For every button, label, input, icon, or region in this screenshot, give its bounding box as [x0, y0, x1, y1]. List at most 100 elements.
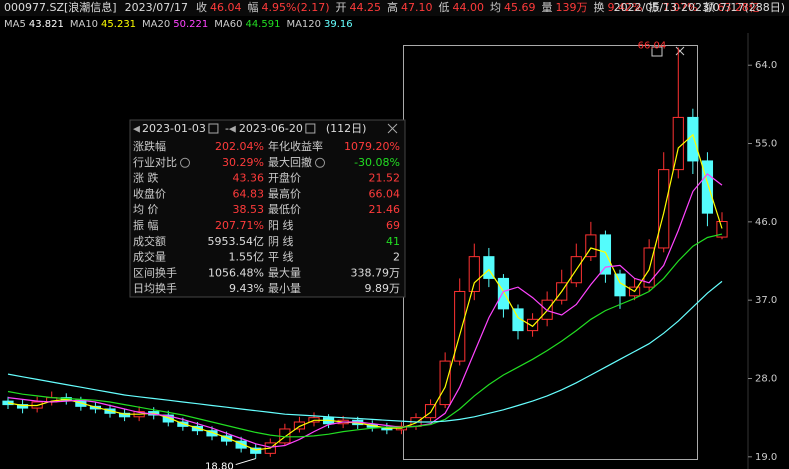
stat-label: 涨跌幅 — [133, 139, 166, 153]
y-tick-label: 46.0 — [755, 217, 777, 228]
field-label: 均 — [490, 1, 501, 14]
candle-body — [16, 404, 29, 409]
stat-value: 202.04% — [215, 140, 264, 153]
candle-body — [250, 447, 262, 454]
stat-value: -30.08% — [354, 156, 400, 169]
field-value: 4.95%(2.17) — [262, 1, 330, 14]
y-tick-label: 64.0 — [755, 60, 777, 71]
date-sep: - — [225, 122, 229, 135]
stat-value: 64.83 — [233, 187, 265, 200]
candle-body — [118, 412, 131, 418]
stat-value: 21.52 — [369, 172, 401, 185]
stat-value: 38.53 — [233, 203, 265, 216]
candle-body — [424, 404, 437, 419]
calendar-icon — [305, 123, 316, 134]
annotation: 18.80 — [205, 462, 234, 469]
ma-value: 39.16 — [324, 19, 353, 30]
field-value: 7.07% — [662, 1, 697, 14]
stat-label: 振 幅 — [133, 218, 159, 232]
stat-value: 41 — [386, 235, 400, 248]
box-icon[interactable] — [651, 46, 663, 57]
candle-body — [293, 421, 306, 430]
ma-line — [7, 233, 723, 438]
candle-body — [687, 116, 699, 162]
ma-label: MA5 — [4, 19, 26, 30]
stat-label: 平 线 — [268, 250, 294, 264]
ma-label: MA120 — [286, 19, 321, 30]
nav-arrow: ◀ — [133, 125, 140, 135]
stat-label: 均 价 — [133, 203, 159, 216]
ma-label: MA10 — [70, 19, 98, 30]
ma-value: 44.591 — [245, 19, 280, 30]
field-label: 换 — [594, 0, 605, 14]
close-icon[interactable] — [387, 123, 398, 134]
stat-label: 阴 线 — [268, 234, 294, 248]
candle-body — [599, 234, 612, 275]
ma-label: MA20 — [142, 19, 170, 30]
days: (112日) — [326, 122, 367, 135]
field-label: 高 — [387, 0, 398, 14]
panel-bg — [129, 119, 406, 298]
stat-label: 开盘价 — [268, 171, 301, 185]
field-value: 9.42% — [608, 1, 643, 14]
field-label: 低 — [439, 1, 450, 14]
annotation-pointer — [235, 458, 256, 466]
stat-value: 9.43% — [229, 282, 264, 295]
candle-body — [497, 277, 510, 310]
close-box-icon[interactable] — [675, 46, 685, 56]
stats-panel: ◀ 2023-01-03- ◀ 2023-06-20 (112日)涨跌幅 202.04% 年… — [129, 119, 406, 298]
stat-label: 成交额 — [133, 234, 166, 248]
candle-body — [716, 220, 728, 238]
stat-label: 最大量 — [268, 265, 301, 279]
stat-label: 区间换手 — [133, 265, 177, 279]
candle-body — [439, 360, 451, 406]
stat-value: 2 — [393, 251, 400, 264]
stat-value: 1056.48% — [208, 266, 264, 279]
y-tick-label: 19.0 — [755, 452, 777, 463]
stat-value: 1079.20% — [344, 140, 400, 153]
stat-label: 日均换手 — [133, 281, 177, 295]
candle-body — [206, 430, 218, 437]
candle-body — [2, 400, 14, 406]
stat-label: 年化收益率 — [268, 139, 323, 153]
stock-code: 000977.SZ[浪潮信息] — [4, 0, 117, 14]
end-date: 2023-06-20 — [239, 122, 303, 135]
candle-body — [512, 308, 524, 332]
calendar-icon — [208, 123, 219, 134]
header-bar — [0, 0, 789, 16]
stat-value: 21.46 — [369, 203, 401, 216]
candle-body — [454, 290, 466, 362]
candle-body — [658, 169, 670, 249]
field-label: 幅 — [248, 1, 259, 14]
field-value: 44.25 — [350, 1, 382, 14]
stat-value: 9.89万 — [365, 282, 401, 295]
candle-body — [483, 256, 495, 279]
field-label: 振 — [648, 0, 659, 14]
candle-body — [526, 318, 539, 332]
stat-label: 最高价 — [268, 186, 301, 200]
candle-body — [585, 234, 597, 258]
stat-label: 收盘价 — [133, 186, 166, 200]
stat-label: 最大回撤 — [268, 155, 312, 169]
candle-body — [235, 440, 247, 449]
field-value: 45.69 — [504, 1, 536, 14]
ma-value: 50.221 — [173, 19, 208, 30]
y-tick-label: 55.0 — [755, 139, 777, 150]
info-icon — [180, 157, 190, 168]
candle-body — [701, 160, 714, 214]
stat-label: 行业对比 — [133, 155, 177, 169]
stat-value: 1.55亿 — [229, 251, 265, 264]
ma-label: MA60 — [214, 19, 242, 30]
y-tick-label: 37.0 — [755, 295, 777, 306]
field-value: 47.10 — [401, 1, 433, 14]
date-range: 2022/05/13-2023/07/17(288日) — [614, 1, 785, 14]
stat-label: 最小量 — [268, 282, 301, 295]
candle-body — [162, 414, 174, 423]
stat-value: 338.79万 — [351, 266, 401, 279]
field-label: 额 — [703, 1, 714, 14]
stat-value: 66.04 — [369, 187, 401, 200]
ma-line — [7, 133, 723, 451]
y-tick-label: 28.0 — [755, 373, 777, 384]
